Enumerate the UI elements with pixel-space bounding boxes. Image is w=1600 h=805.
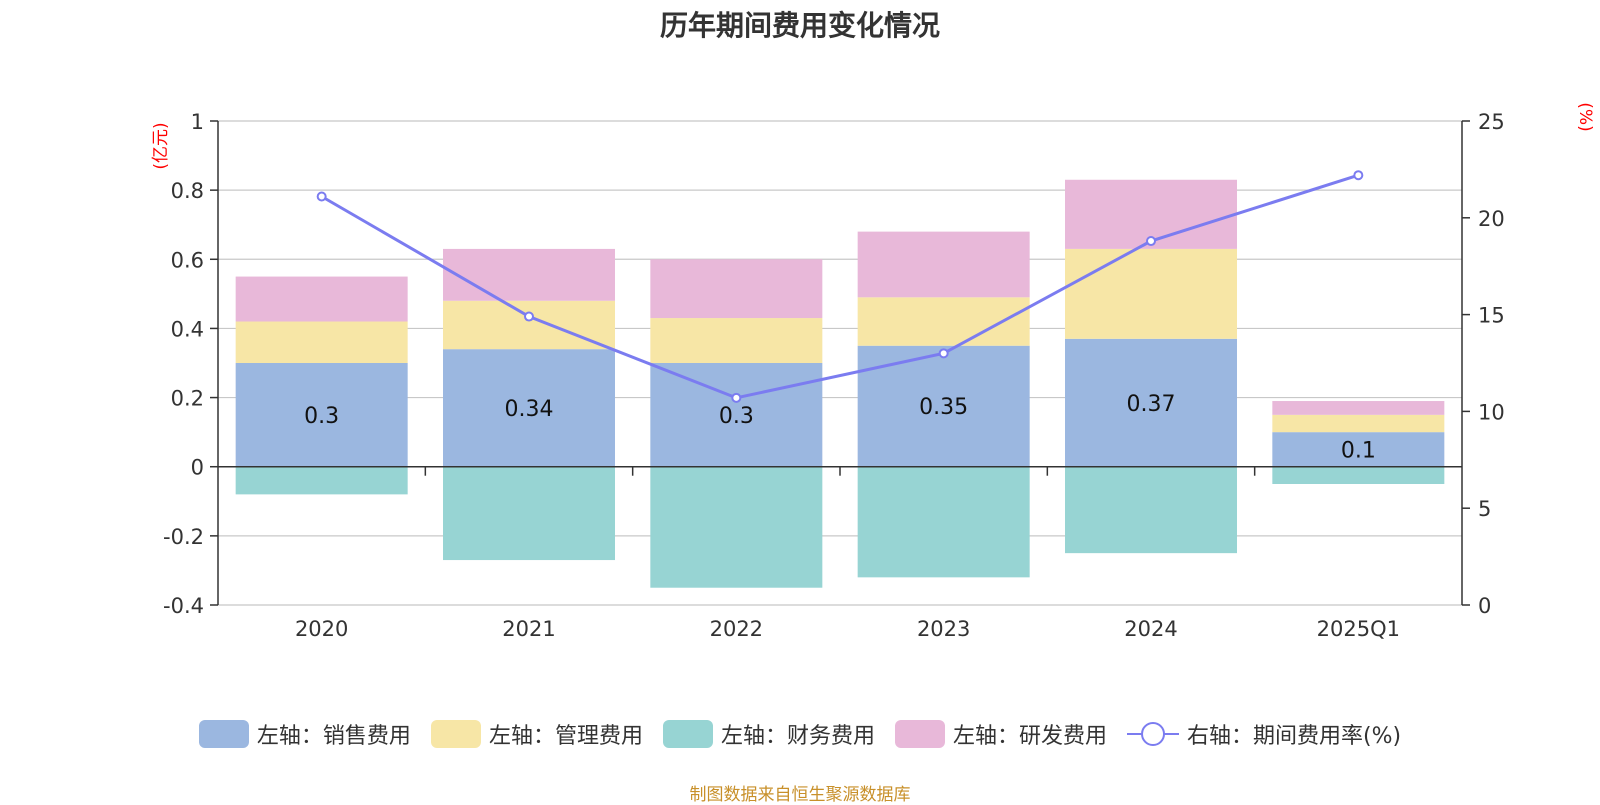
category-label: 2020	[295, 617, 348, 641]
bar-segment-0-2021	[443, 349, 615, 467]
right-tick-label: 25	[1478, 110, 1505, 134]
data-label: 0.37	[1127, 392, 1176, 417]
legend-item-rnd[interactable]: 左轴：研发费用	[894, 718, 1107, 750]
source-note: 制图数据来自恒生聚源数据库	[689, 785, 911, 805]
left-tick-label: 0.6	[171, 248, 204, 272]
bar-segment-3-2025Q1	[1272, 401, 1445, 415]
data-label: 0.1	[1341, 438, 1376, 463]
bar-segment-2-2020	[235, 466, 408, 495]
legend-label-sales: 左轴：销售费用	[256, 724, 411, 749]
category-label: 2025Q1	[1317, 617, 1400, 641]
data-labels: 0.3 0.34 0.3 0.35 0.37 0.1	[304, 392, 1376, 464]
bar-segment-2-2022	[650, 466, 823, 588]
right-tick-label: 10	[1478, 400, 1505, 424]
right-tick-label: 0	[1478, 594, 1491, 618]
bar-segment-1-2021	[443, 300, 615, 350]
data-label: 0.34	[505, 397, 554, 422]
rate-point	[731, 392, 742, 403]
legend-swatch-admin	[430, 720, 481, 748]
bar-segment-3-2023	[857, 231, 1030, 298]
legend-item-sales[interactable]: 左轴：销售费用	[198, 718, 411, 750]
bar-segment-0-2025Q1	[1272, 432, 1445, 467]
bar-segment-1-2024	[1065, 248, 1237, 339]
bar-segment-1-2022	[650, 318, 823, 363]
rate-series-line	[320, 173, 1359, 400]
bar-segment-0-2024	[1065, 338, 1237, 467]
right-tick-label: 5	[1478, 497, 1491, 521]
rate-point	[316, 191, 327, 202]
legend-swatch-rnd	[894, 720, 945, 748]
rate-line	[316, 170, 1364, 403]
legend-swatch-finance	[662, 720, 713, 748]
legend-item-admin[interactable]: 左轴：管理费用	[430, 718, 643, 750]
bar-segment-1-2020	[235, 321, 408, 363]
category-label: 2023	[917, 617, 970, 641]
bar-segment-2-2021	[443, 466, 615, 561]
axes: 1 0.8 0.6 0.4 0.2 0 -0.2 -0.4 25 20 15 10 5 0 2020 2021…	[163, 110, 1505, 641]
data-label: 0.3	[304, 404, 339, 429]
legend-label-rate: 右轴：期间费用率(%)	[1186, 724, 1402, 749]
legend-swatch-sales	[198, 720, 249, 748]
legend: 左轴：销售费用 左轴：管理费用 左轴：财务费用 左轴：研发费用 右轴：期间费用率…	[0, 718, 1600, 750]
legend-label-rnd: 左轴：研发费用	[952, 724, 1107, 749]
left-tick-label: -0.2	[163, 525, 204, 549]
bar-segment-2-2025Q1	[1272, 466, 1445, 484]
legend-item-finance[interactable]: 左轴：财务费用	[662, 718, 875, 750]
category-label: 2021	[502, 617, 555, 641]
left-tick-label: 0	[191, 456, 204, 480]
gridlines	[218, 120, 1462, 606]
left-tick-label: 0.8	[171, 179, 204, 203]
rate-point	[1146, 236, 1156, 247]
legend-label-finance: 左轴：财务费用	[720, 724, 875, 749]
category-label: 2022	[710, 617, 763, 641]
left-axis-unit: (亿元)	[151, 122, 171, 169]
right-tick-label: 15	[1478, 304, 1505, 328]
right-axis-unit: (%)	[1575, 102, 1595, 131]
left-tick-label: 0.4	[171, 317, 204, 341]
data-label: 0.35	[919, 395, 968, 420]
legend-item-rate[interactable]: 右轴：期间费用率(%)	[1126, 718, 1402, 750]
bar-segment-0-2020	[235, 363, 408, 467]
bar-segment-3-2020	[235, 276, 408, 322]
legend-line-marker-icon	[1126, 722, 1179, 746]
bar-segment-2-2024	[1065, 466, 1237, 554]
left-tick-label: -0.4	[163, 594, 204, 618]
left-tick-label: 0.2	[171, 387, 204, 411]
bars	[235, 179, 1445, 588]
bar-segment-1-2025Q1	[1272, 414, 1445, 433]
bar-segment-2-2023	[857, 466, 1030, 578]
legend-label-admin: 左轴：管理费用	[488, 724, 643, 749]
rate-point	[1353, 170, 1364, 181]
chart-title: 历年期间费用变化情况	[659, 9, 940, 42]
category-label: 2024	[1124, 617, 1177, 641]
bar-segment-3-2021	[443, 248, 615, 301]
left-tick-label: 1	[191, 110, 204, 134]
right-tick-label: 20	[1478, 207, 1505, 231]
rate-point	[938, 348, 949, 359]
bar-segment-0-2022	[650, 363, 823, 467]
bar-segment-3-2022	[650, 259, 823, 319]
data-label: 0.3	[719, 404, 754, 429]
rate-point	[524, 311, 534, 322]
